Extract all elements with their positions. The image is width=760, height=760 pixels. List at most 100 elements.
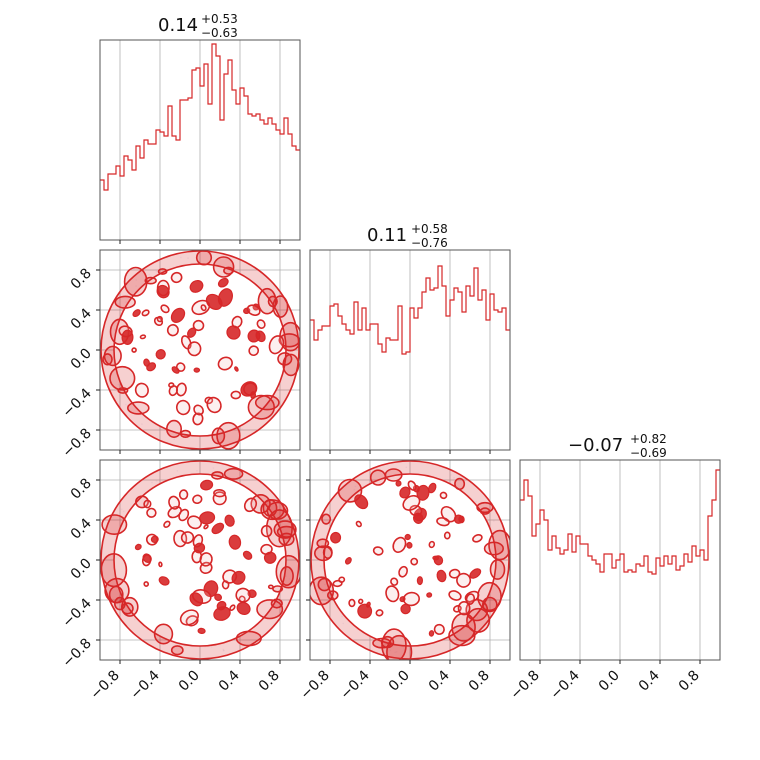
y-tick-label-0-0: −0.8	[59, 426, 94, 461]
pair-2-1-island-11	[372, 546, 384, 556]
pair-2-1-edge-16	[313, 545, 333, 562]
pair-2-0-island-26	[158, 576, 170, 586]
pair-2-1-edge-2	[451, 612, 476, 642]
pair-2-1-island-52	[338, 576, 346, 583]
pair-2-0-dot-121	[222, 648, 225, 651]
x-tick-label-0-3: 0.4	[216, 667, 243, 694]
pair-2-1-island-47	[428, 630, 435, 637]
panel-title-2: −0.07 +0.82 −0.69	[568, 432, 667, 460]
pair-1-0-island-22	[200, 304, 207, 312]
pair-2-1-dot-9	[497, 548, 499, 550]
pair-2-1-dot-81	[495, 580, 498, 583]
pair-2-0-island-31	[212, 491, 227, 506]
pair-2-0-island-42	[189, 592, 204, 607]
pair-2-0-edge-16	[260, 499, 285, 521]
pair-2-1-island-16	[357, 603, 373, 619]
pair-1-0-edge-20	[223, 266, 234, 275]
pair-1-0-island-8	[192, 319, 205, 332]
pair-1-0-dot-121	[187, 257, 189, 259]
pair-1-0-edge-17	[277, 352, 293, 366]
title-0-minus: −0.63	[201, 26, 238, 40]
pair-1-0-island-36	[206, 396, 222, 414]
pair-2-0-island-53	[163, 520, 171, 528]
pair-2-0-edge-9	[100, 552, 128, 588]
pair-1-0-dot-126	[160, 428, 162, 430]
pair-2-0-edge-21	[275, 554, 300, 589]
pair-2-0-island-36	[142, 553, 152, 563]
pair-2-0-contours	[100, 460, 300, 660]
x-tick-label-0-0: −0.8	[87, 668, 122, 703]
pair-2-0-island-33	[224, 514, 235, 527]
pair-2-0-island-39	[193, 542, 206, 554]
pair-2-1-island-33	[355, 520, 362, 528]
pair-1-0-island-48	[171, 366, 180, 374]
pair-2-1-island-51	[398, 565, 408, 578]
pair-1-0-edge-23	[103, 345, 122, 367]
pair-2-0-island-41	[158, 561, 163, 568]
pair-2-0-dot-82	[176, 470, 179, 472]
pair-1-0-island-0	[230, 390, 242, 400]
pair-2-0-island-4	[228, 534, 242, 550]
pair-1-0-island-28	[268, 335, 285, 355]
pair-1-0-island-31	[170, 271, 183, 284]
pair-2-1-dot-126	[319, 565, 322, 567]
x-tick-label-2-2: 0.0	[596, 668, 623, 695]
pair-2-1-dot-108	[324, 588, 327, 590]
pair-2-0-edge-3	[210, 471, 224, 480]
pair-2-1-edge-13	[384, 468, 403, 482]
pair-2-1-dot-53	[405, 466, 408, 469]
pair-1-0-island-26	[131, 347, 137, 353]
x-tick-label-1-2: 0.0	[386, 668, 413, 695]
pair-2-0-dot-46	[212, 467, 215, 469]
x-tick-label-0-4: 0.8	[256, 668, 283, 695]
pair-2-1-island-32	[410, 557, 419, 566]
pair-1-0-dot-51	[277, 396, 280, 399]
pair-2-1-island-39	[390, 577, 399, 586]
pair-1-0-dot-35	[114, 328, 116, 331]
pair-2-0-edge-19	[272, 585, 284, 593]
y-tick-label-1-4: 0.8	[68, 476, 95, 503]
x-tick-label-2-0: −0.8	[507, 668, 542, 703]
pair-1-0-island-53	[234, 366, 239, 372]
pair-1-0-island-39	[226, 325, 241, 340]
pair-2-0-island-7	[243, 497, 258, 513]
pair-1-0-edge-21	[272, 295, 289, 318]
pair-2-1-contours	[310, 460, 510, 660]
pair-1-0-island-46	[248, 345, 260, 357]
pair-1-0-edge-5	[109, 365, 136, 391]
title-1-minus: −0.76	[411, 236, 448, 250]
pair-1-0-island-44	[205, 293, 223, 310]
pair-2-0-dot-9	[196, 469, 198, 472]
pair-2-0-island-8	[213, 606, 231, 621]
y-tick-label-1-0: −0.8	[59, 636, 94, 671]
title-0-plus: +0.53	[201, 12, 238, 26]
panel-title-0: 0.14 +0.53 −0.63	[158, 12, 238, 40]
pair-1-0-edge-22	[166, 419, 183, 439]
pair-2-1-dot-147	[486, 517, 489, 519]
pair-2-1-dot-140	[493, 520, 495, 522]
pair-2-1-island-53	[416, 484, 430, 501]
histogram-panel-0	[99, 39, 301, 244]
pair-2-0-dot-98	[222, 649, 225, 652]
pair-1-0-edge-6	[123, 266, 148, 297]
pair-1-0-dot-22	[114, 329, 116, 332]
pair-2-0-island-21	[242, 550, 253, 560]
pair-1-0-edge-16	[211, 427, 226, 445]
hist-2-steps	[520, 469, 720, 575]
pair-1-0-edge-25	[195, 250, 213, 266]
pair-2-0-dot-74	[122, 510, 125, 513]
pair-1-0-island-25	[256, 319, 266, 329]
pair-1-0-dot-60	[125, 301, 127, 303]
pair-2-1-island-50	[443, 531, 451, 540]
title-0-main: 0.14	[158, 15, 198, 36]
pair-2-0-dot-145	[134, 618, 136, 621]
pair-2-0-dot-33	[155, 480, 158, 482]
pair-2-1-island-13	[448, 590, 462, 601]
pair-2-0-island-10	[229, 604, 236, 611]
pair-2-0-dot-57	[151, 481, 153, 484]
pair-2-1-edge-21	[310, 576, 335, 606]
pair-2-1-island-22	[399, 596, 406, 603]
x-tick-label-2-3: 0.4	[636, 667, 663, 694]
title-2-main: −0.07	[568, 435, 623, 456]
pair-1-0-island-16	[166, 324, 179, 337]
